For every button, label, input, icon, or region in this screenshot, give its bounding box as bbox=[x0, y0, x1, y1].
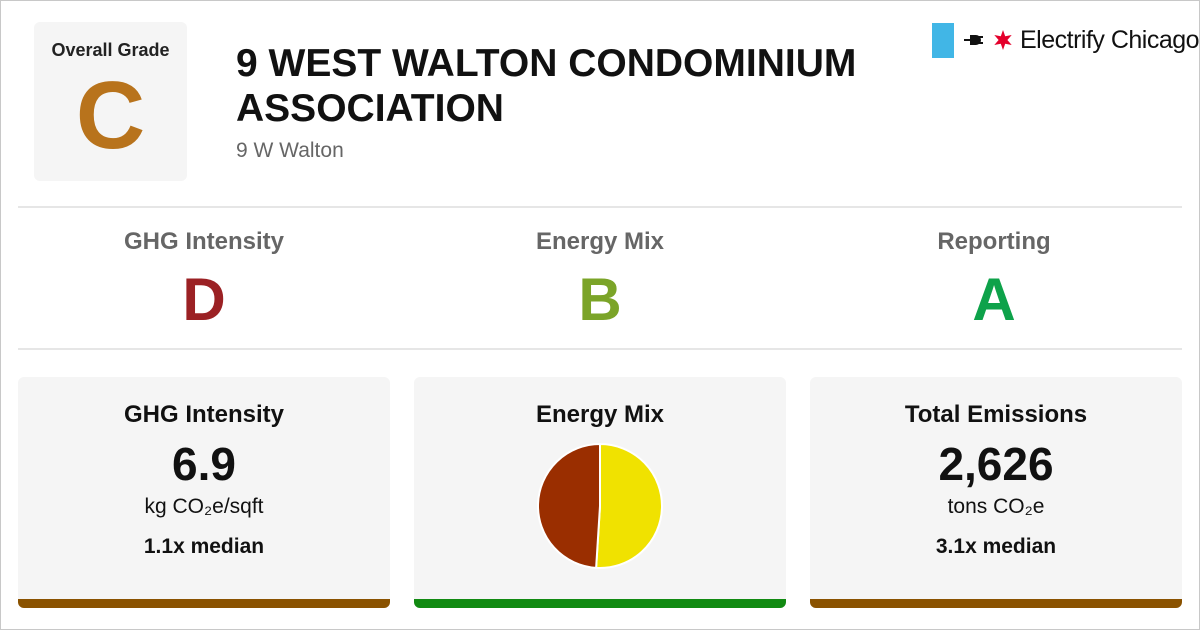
subgrade-energy-mix: Energy Mix B bbox=[402, 210, 798, 330]
ghg-intensity-unit: kg CO₂e/sqft bbox=[144, 495, 264, 518]
total-emissions-card: Total Emissions 2,626 tons CO₂e 3.1x med… bbox=[810, 377, 1182, 608]
subgrade-reporting: Reporting A bbox=[796, 210, 1192, 330]
ghg-intensity-value: 6.9 bbox=[172, 438, 236, 490]
star-icon bbox=[994, 30, 1012, 50]
overall-grade-box: Overall Grade C bbox=[34, 22, 187, 181]
card-accent-bar bbox=[18, 599, 390, 608]
subgrades-row: GHG Intensity D Energy Mix B Reporting A bbox=[0, 210, 1200, 348]
ghg-intensity-median: 1.1x median bbox=[143, 535, 265, 558]
plug-icon bbox=[964, 35, 983, 45]
overall-grade-label: Overall Grade bbox=[51, 40, 170, 60]
logo-text: Electrify Chicago bbox=[1020, 25, 1200, 54]
subgrade-label: Reporting bbox=[937, 228, 1051, 255]
overall-grade-letter: C bbox=[75, 62, 146, 169]
subgrade-letter: D bbox=[182, 266, 226, 333]
energy-mix-pie-chart bbox=[537, 442, 663, 569]
subgrade-label: Energy Mix bbox=[535, 228, 665, 255]
total-emissions-unit: tons CO₂e bbox=[947, 495, 1045, 518]
total-emissions-value: 2,626 bbox=[938, 438, 1054, 490]
building-address: 9 W Walton bbox=[236, 139, 344, 162]
subgrade-label: GHG Intensity bbox=[123, 228, 285, 255]
card-accent-bar bbox=[810, 599, 1182, 608]
card-accent-bar bbox=[414, 599, 786, 608]
energy-mix-card: Energy Mix bbox=[414, 377, 786, 608]
ghg-intensity-card: GHG Intensity 6.9 kg CO₂e/sqft 1.1x medi… bbox=[18, 377, 390, 608]
total-emissions-median: 3.1x median bbox=[935, 535, 1057, 558]
divider-bottom bbox=[18, 348, 1182, 350]
flag-stripe-icon bbox=[932, 22, 954, 58]
card-title: Total Emissions bbox=[904, 401, 1088, 428]
subgrade-letter: A bbox=[972, 266, 1016, 333]
subgrade-ghg-intensity: GHG Intensity D bbox=[6, 210, 402, 330]
pie-slice-0 bbox=[595, 442, 663, 569]
electrify-chicago-logo[interactable]: Electrify Chicago bbox=[932, 22, 1200, 58]
divider-top bbox=[18, 206, 1182, 208]
pie-slice-1 bbox=[537, 442, 601, 569]
building-name: 9 WEST WALTON CONDOMINIUM ASSOCIATION bbox=[236, 42, 857, 130]
subgrade-letter: B bbox=[578, 266, 622, 333]
card-title: GHG Intensity bbox=[123, 401, 285, 428]
card-title: Energy Mix bbox=[535, 401, 665, 428]
